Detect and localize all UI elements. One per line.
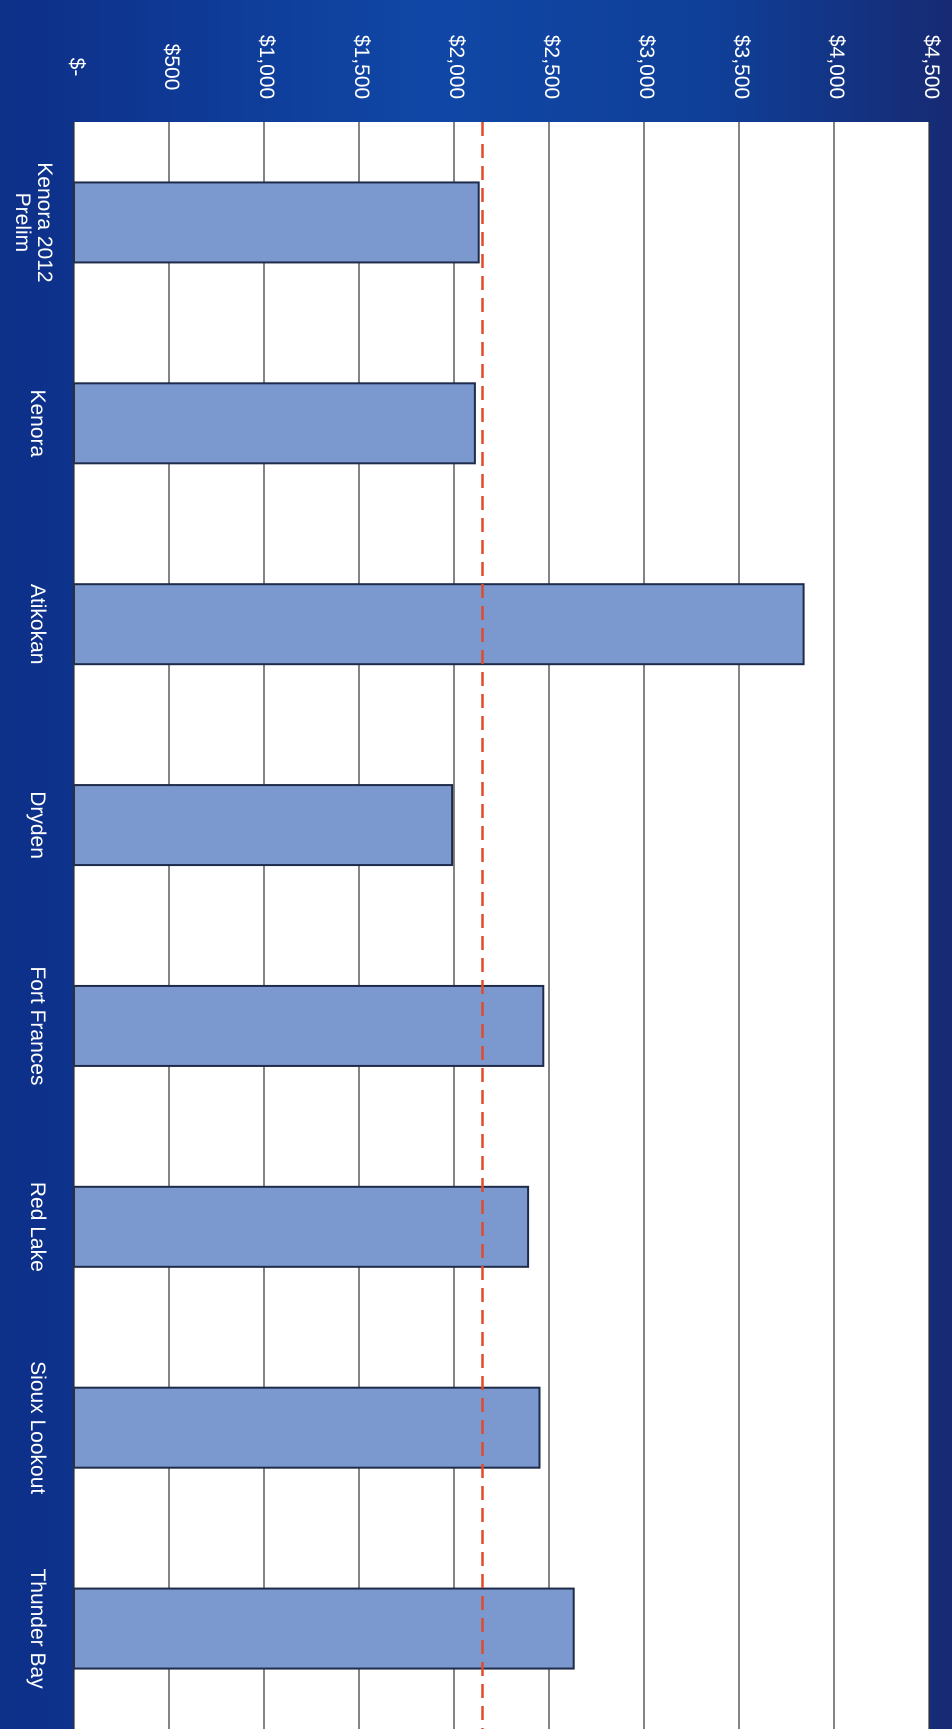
category-label: Dryden [26,791,49,859]
value-tick-label: $2,000 [445,35,468,99]
plot-area [73,122,930,1729]
category-label: Thunder Bay [26,1568,49,1689]
category-label: Atikokan [26,584,49,665]
plot-background [74,122,929,1729]
value-tick-label: $3,000 [635,35,658,99]
bar [73,784,454,867]
value-tick-label: $1,000 [255,35,278,99]
value-tick-label: $2,500 [540,35,563,99]
bar [73,382,476,465]
bar [73,1386,541,1469]
category-label: Kenora [26,389,49,457]
bar [73,1185,530,1268]
bar [73,181,480,264]
value-tick-label: $1,500 [350,35,373,99]
value-tick-label: $- [65,58,88,77]
bar [73,1587,575,1670]
category-label: Sioux Lookout [26,1361,49,1494]
value-tick-label: $4,000 [825,35,848,99]
bar [73,583,805,666]
value-tick-label: $500 [160,44,183,91]
category-label: Fort Frances [26,966,49,1085]
category-label: Red Lake [26,1182,49,1272]
bar [73,984,545,1067]
value-tick-label: $3,500 [730,35,753,99]
value-tick-label: $4,500 [920,35,943,99]
category-label: Kenora 2012Prelim [11,162,56,282]
axis-labels: $- $500 $1,000 $1,500 $2,000 $2,500 $3,000 $3,5… [11,35,943,1689]
